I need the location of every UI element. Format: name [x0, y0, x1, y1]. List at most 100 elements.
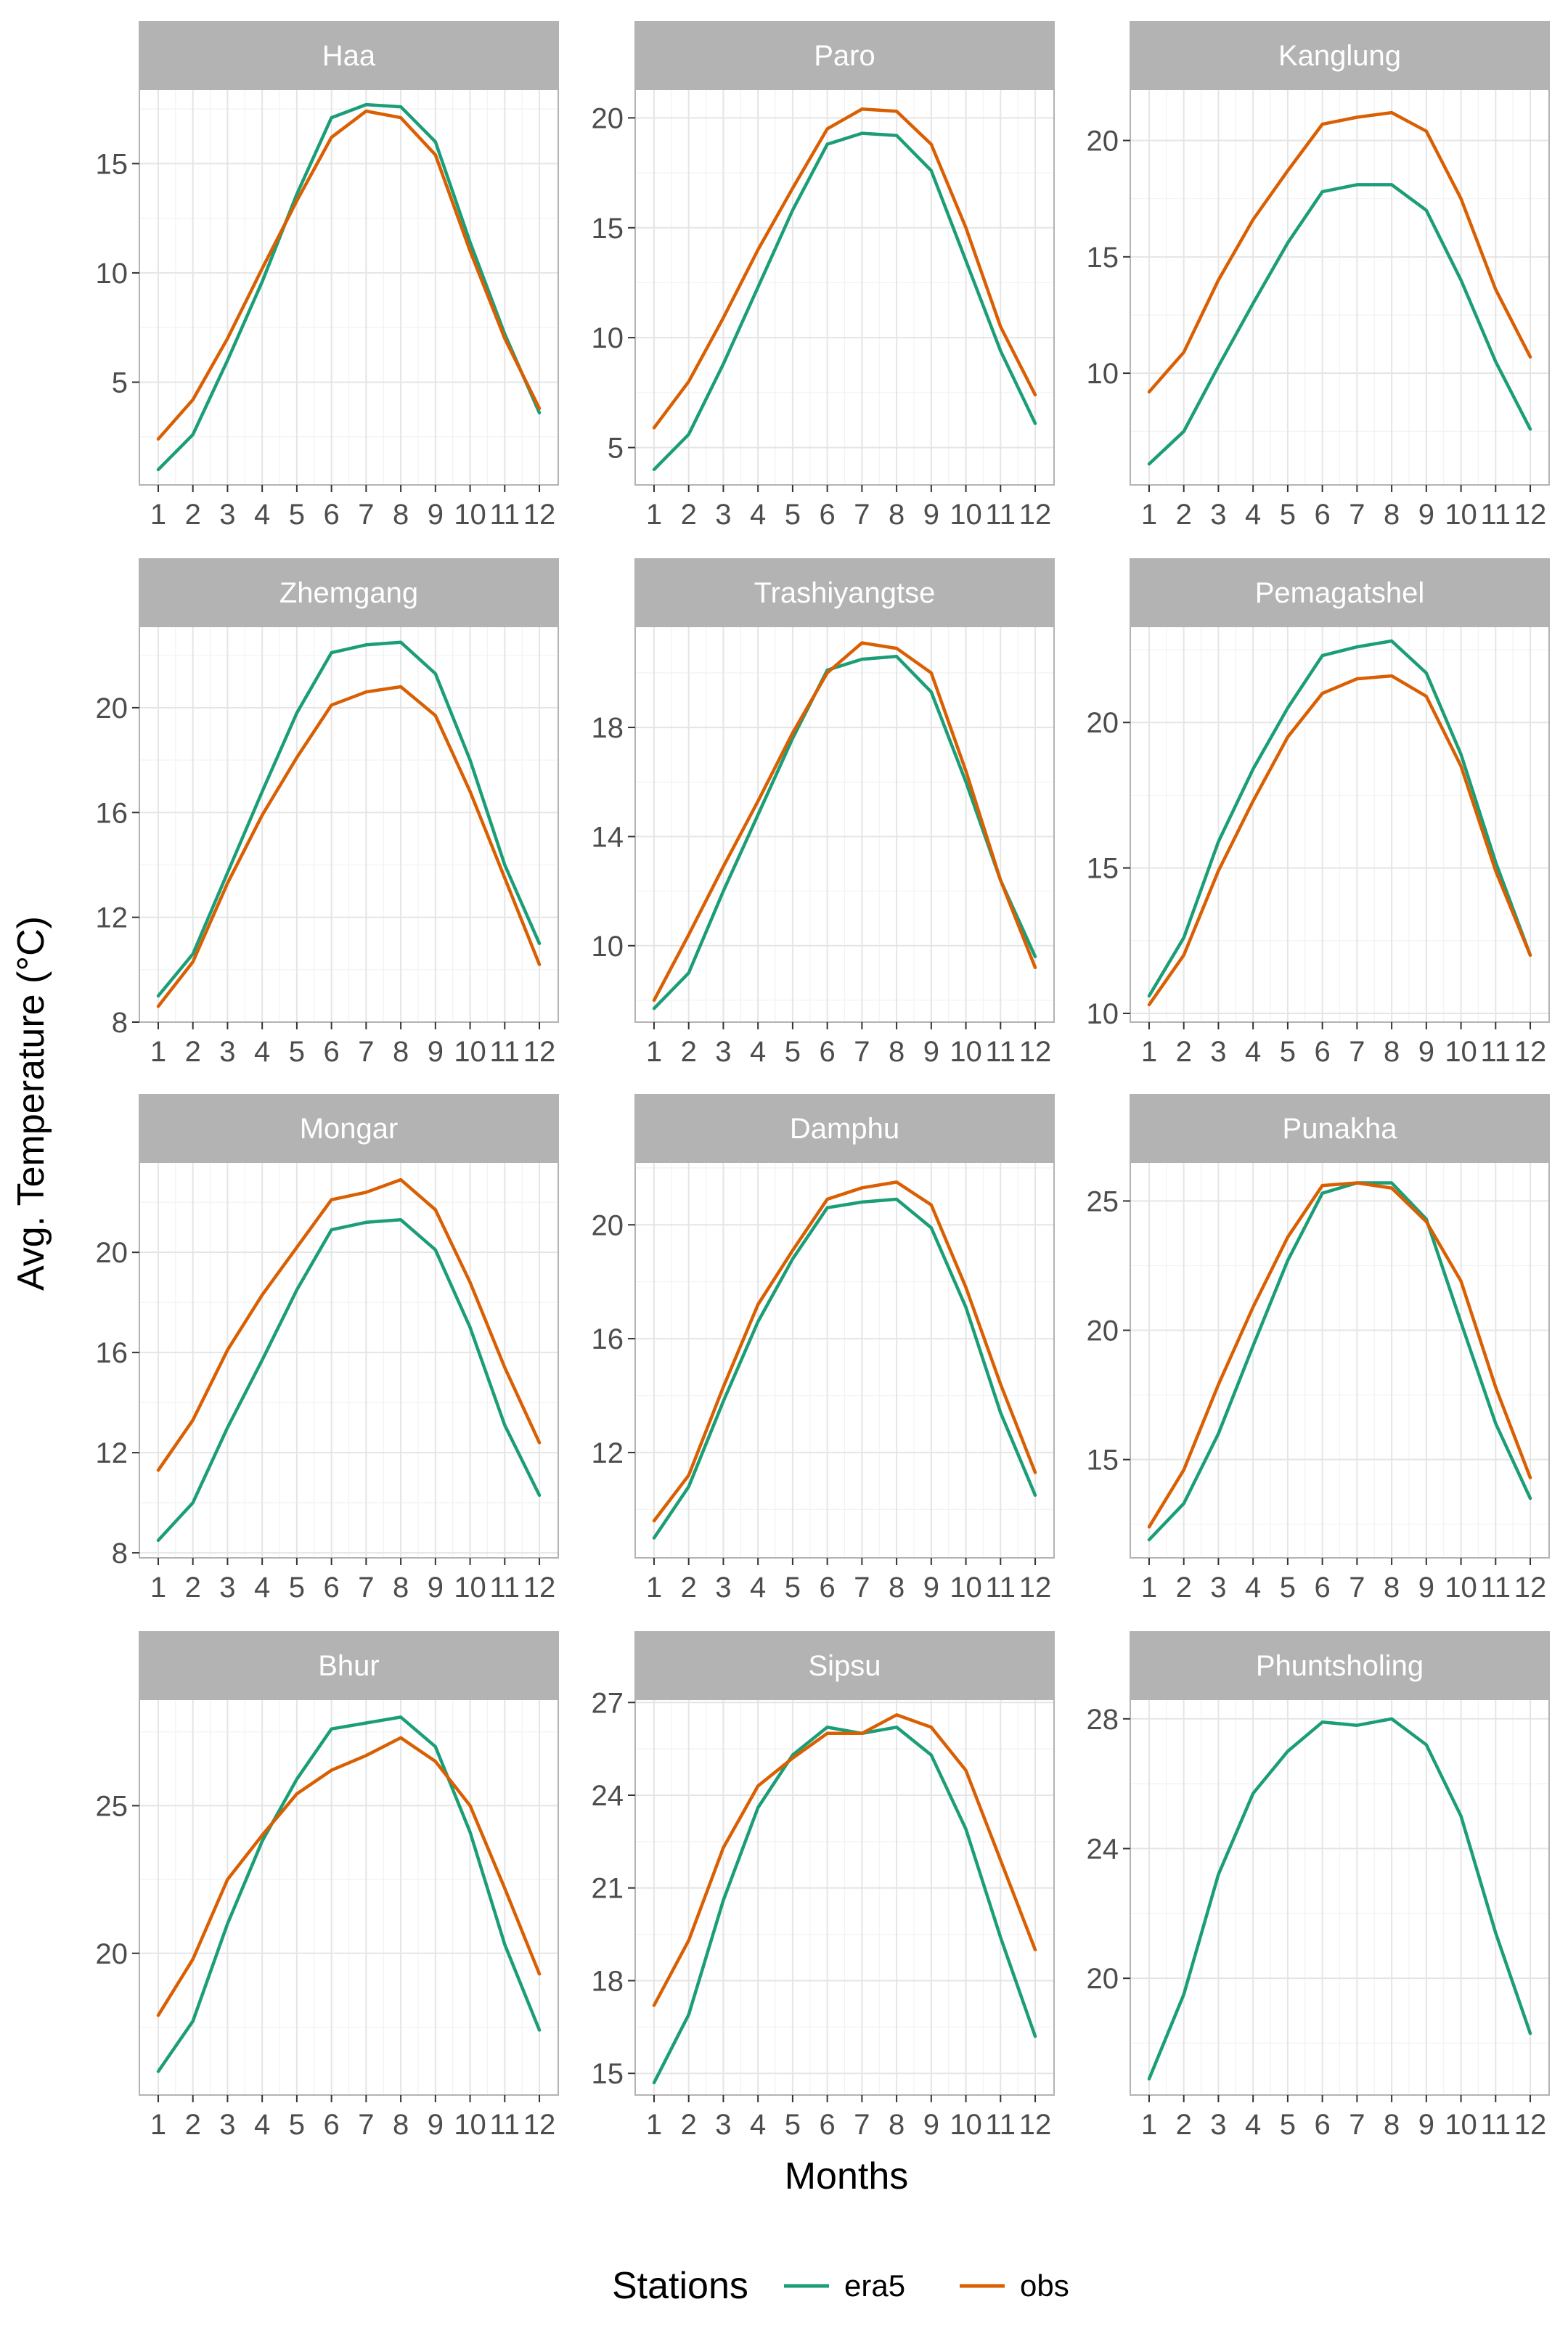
x-tick-label: 2 — [681, 1572, 697, 1604]
x-axis-title: Months — [785, 2155, 909, 2197]
x-tick-label: 8 — [393, 1572, 409, 1604]
x-tick-label: 6 — [1315, 2109, 1331, 2141]
y-axis-title: Avg. Temperature (°C) — [10, 916, 52, 1291]
strip-title: Pemagatshel — [1255, 577, 1424, 609]
strip-background — [139, 21, 559, 90]
x-tick-label: 2 — [681, 1036, 697, 1068]
y-tick-label: 15 — [1087, 242, 1119, 274]
x-tick-label: 5 — [1280, 1036, 1296, 1068]
x-tick-label: 12 — [523, 499, 556, 531]
x-tick-label: 2 — [185, 499, 201, 531]
x-tick-label: 7 — [358, 499, 374, 531]
x-tick-label: 2 — [681, 2109, 697, 2141]
y-tick-label: 16 — [96, 797, 128, 829]
strip-title: Paro — [814, 40, 875, 72]
y-tick-label: 10 — [592, 322, 624, 354]
x-tick-label: 10 — [1445, 2109, 1477, 2141]
line-obs — [156, 109, 542, 441]
x-tick-label: 7 — [358, 1572, 374, 1604]
legend-label-obs: obs — [1020, 2269, 1069, 2303]
x-tick-label: 8 — [393, 1036, 409, 1068]
x-tick-label: 9 — [1418, 499, 1434, 531]
y-tick-label: 16 — [592, 1323, 624, 1355]
x-tick-label: 4 — [1245, 1572, 1261, 1604]
x-tick-label: 10 — [454, 499, 486, 531]
x-tick-label: 3 — [1210, 499, 1226, 531]
x-tick-label: 8 — [1384, 1572, 1400, 1604]
x-tick-label: 9 — [923, 499, 939, 531]
x-tick-label: 2 — [1176, 499, 1192, 531]
x-tick-label: 6 — [1315, 1572, 1331, 1604]
y-tick-label: 15 — [1087, 853, 1119, 885]
strip-background — [634, 558, 1055, 627]
x-tick-label: 8 — [1384, 2109, 1400, 2141]
strip-title: Sipsu — [808, 1650, 881, 1682]
x-tick-label: 1 — [1141, 499, 1157, 531]
x-tick-label: 12 — [1514, 2109, 1547, 2141]
y-tick-label: 5 — [112, 367, 128, 399]
x-tick-label: 11 — [490, 499, 520, 531]
x-tick-label: 10 — [1445, 499, 1477, 531]
y-tick-label: 21 — [592, 1873, 624, 1905]
x-tick-label: 1 — [1141, 2109, 1157, 2141]
x-tick-label: 12 — [1019, 499, 1052, 531]
x-tick-label: 3 — [715, 499, 731, 531]
x-tick-label: 1 — [150, 1572, 166, 1604]
x-tick-label: 5 — [1280, 499, 1296, 531]
x-tick-label: 11 — [1481, 1572, 1511, 1604]
y-tick-label: 8 — [112, 1538, 128, 1569]
line-era5 — [156, 1715, 542, 2073]
x-tick-label: 9 — [428, 2109, 444, 2141]
x-tick-label: 12 — [1514, 1572, 1547, 1604]
x-tick-label: 9 — [1418, 2109, 1434, 2141]
x-tick-label: 2 — [185, 2109, 201, 2141]
x-tick-label: 5 — [289, 1572, 305, 1604]
y-tick-label: 12 — [96, 1437, 128, 1469]
x-tick-label: 5 — [1280, 1572, 1296, 1604]
strip-title: Mongar — [300, 1113, 399, 1145]
strip-background — [139, 1631, 559, 1700]
x-tick-label: 8 — [393, 2109, 409, 2141]
x-tick-label: 10 — [950, 499, 982, 531]
x-tick-label: 10 — [950, 2109, 982, 2141]
line-obs — [652, 1713, 1037, 2007]
x-tick-label: 3 — [219, 2109, 235, 2141]
x-tick-label: 11 — [986, 1572, 1016, 1604]
strip-title: Trashiyangtse — [754, 577, 936, 609]
strip-background — [1130, 1631, 1550, 1700]
x-tick-label: 9 — [428, 1036, 444, 1068]
x-tick-label: 11 — [490, 1572, 520, 1604]
x-tick-label: 8 — [889, 499, 905, 531]
line-obs — [156, 1736, 542, 2017]
y-tick-label: 15 — [592, 2058, 624, 2090]
x-tick-label: 6 — [1315, 1036, 1331, 1068]
x-tick-label: 4 — [1245, 1036, 1261, 1068]
strip-background — [634, 1094, 1055, 1163]
line-obs — [1147, 110, 1532, 394]
strip-title: Punakha — [1283, 1113, 1398, 1145]
x-tick-label: 10 — [950, 1572, 982, 1604]
line-era5 — [1147, 183, 1532, 466]
x-tick-label: 11 — [1481, 499, 1511, 531]
x-tick-label: 10 — [950, 1036, 982, 1068]
x-tick-label: 6 — [324, 1572, 340, 1604]
x-tick-label: 2 — [185, 1572, 201, 1604]
y-tick-label: 10 — [1087, 358, 1119, 390]
x-tick-label: 11 — [986, 499, 1016, 531]
x-tick-label: 12 — [1514, 499, 1547, 531]
x-tick-label: 6 — [820, 1036, 836, 1068]
y-tick-label: 20 — [1087, 126, 1119, 158]
line-era5 — [1147, 1717, 1532, 2081]
line-era5 — [652, 655, 1037, 1010]
x-tick-label: 4 — [1245, 2109, 1261, 2141]
x-tick-label: 12 — [1019, 1572, 1052, 1604]
x-tick-label: 5 — [1280, 2109, 1296, 2141]
y-tick-label: 24 — [1087, 1833, 1119, 1865]
x-tick-label: 4 — [750, 1572, 766, 1604]
line-era5 — [1147, 1181, 1532, 1542]
line-era5 — [652, 131, 1037, 472]
x-tick-label: 7 — [1349, 2109, 1365, 2141]
